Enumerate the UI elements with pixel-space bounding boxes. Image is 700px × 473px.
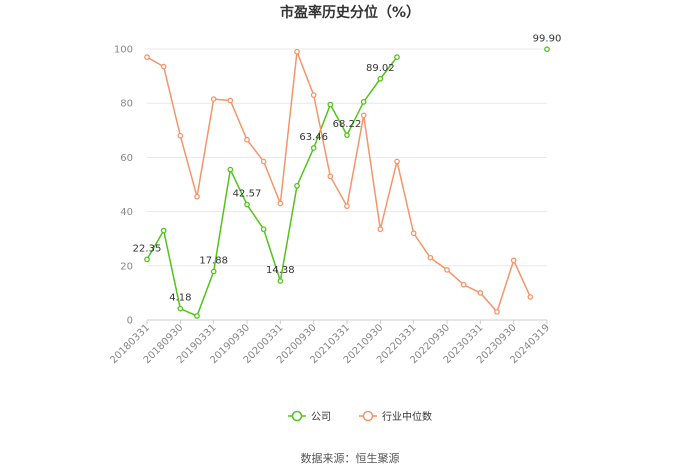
data-label: 99.90 xyxy=(533,33,562,44)
y-tick-label: 100 xyxy=(114,45,133,56)
data-point[interactable] xyxy=(310,145,317,151)
data-point[interactable] xyxy=(244,136,250,143)
data-point[interactable] xyxy=(360,98,367,105)
legend-label[interactable]: 行业中位数 xyxy=(382,410,432,423)
data-point[interactable] xyxy=(210,268,217,275)
data-label: 17.88 xyxy=(199,256,228,267)
data-point[interactable] xyxy=(344,203,350,210)
y-tick-label: 40 xyxy=(120,207,133,218)
legend[interactable]: 公司 行业中位数 xyxy=(288,410,432,423)
y-tick-label: 80 xyxy=(120,99,133,110)
data-point[interactable] xyxy=(277,200,284,207)
data-point[interactable] xyxy=(210,96,217,102)
y-axis: 0 20 40 60 80 100 xyxy=(114,45,133,327)
data-point[interactable] xyxy=(477,290,484,296)
data-point[interactable] xyxy=(394,54,400,60)
legend-marker xyxy=(291,410,303,422)
data-point[interactable] xyxy=(227,97,234,104)
data-point[interactable] xyxy=(494,309,500,315)
data-point[interactable] xyxy=(377,226,384,233)
legend-label[interactable]: 公司 xyxy=(311,412,331,423)
data-label: 68.22 xyxy=(333,119,362,130)
data-label: 63.46 xyxy=(299,132,328,143)
data-labels: 22.35 4.18 17.88 42.57 14.38 63.46 68.22 89.02 9… xyxy=(133,33,562,303)
data-label: 42.57 xyxy=(233,189,262,200)
data-point[interactable] xyxy=(194,193,200,200)
data-point[interactable] xyxy=(527,294,534,300)
data-point[interactable] xyxy=(427,254,434,261)
data-label: 89.02 xyxy=(366,63,395,74)
data-point[interactable] xyxy=(177,305,184,312)
data-point[interactable] xyxy=(394,158,400,165)
chart-title: 市盈率历史分位（%） xyxy=(280,4,420,21)
data-point[interactable] xyxy=(160,63,167,70)
data-label: 14.38 xyxy=(266,265,295,276)
series-line-0 xyxy=(146,56,398,317)
y-tick-label: 0 xyxy=(127,316,133,327)
data-label: 4.18 xyxy=(169,293,191,304)
data-point[interactable] xyxy=(260,226,267,233)
data-point[interactable] xyxy=(444,267,450,273)
data-point[interactable] xyxy=(194,313,200,319)
data-point[interactable] xyxy=(360,112,367,119)
data-point[interactable] xyxy=(327,173,334,180)
data-point[interactable] xyxy=(144,54,150,60)
data-point[interactable] xyxy=(227,166,234,173)
data-point[interactable] xyxy=(327,101,334,108)
data-label: 22.35 xyxy=(133,243,162,254)
y-tick-label: 60 xyxy=(120,153,133,164)
data-point[interactable] xyxy=(344,132,350,138)
data-point[interactable] xyxy=(294,48,300,55)
data-point[interactable] xyxy=(277,278,284,284)
data-point[interactable] xyxy=(544,46,550,53)
data-point[interactable] xyxy=(460,281,467,288)
data-point[interactable] xyxy=(160,227,167,234)
legend-marker xyxy=(362,410,374,422)
data-point[interactable] xyxy=(260,158,267,165)
data-point[interactable] xyxy=(510,257,517,264)
series-layer xyxy=(144,46,550,319)
data-point[interactable] xyxy=(177,132,184,139)
data-point[interactable] xyxy=(377,75,384,82)
series-line-1 xyxy=(146,51,532,314)
data-point[interactable] xyxy=(410,230,417,237)
source-note: 数据来源：恒生聚源 xyxy=(301,451,400,465)
data-point[interactable] xyxy=(244,201,250,208)
x-axis: 2018033120180930201903312019093020200331… xyxy=(108,320,552,366)
data-point[interactable] xyxy=(310,92,317,98)
data-point[interactable] xyxy=(144,256,150,263)
grid xyxy=(147,48,547,321)
data-point[interactable] xyxy=(294,183,300,189)
y-tick-label: 20 xyxy=(120,261,133,272)
